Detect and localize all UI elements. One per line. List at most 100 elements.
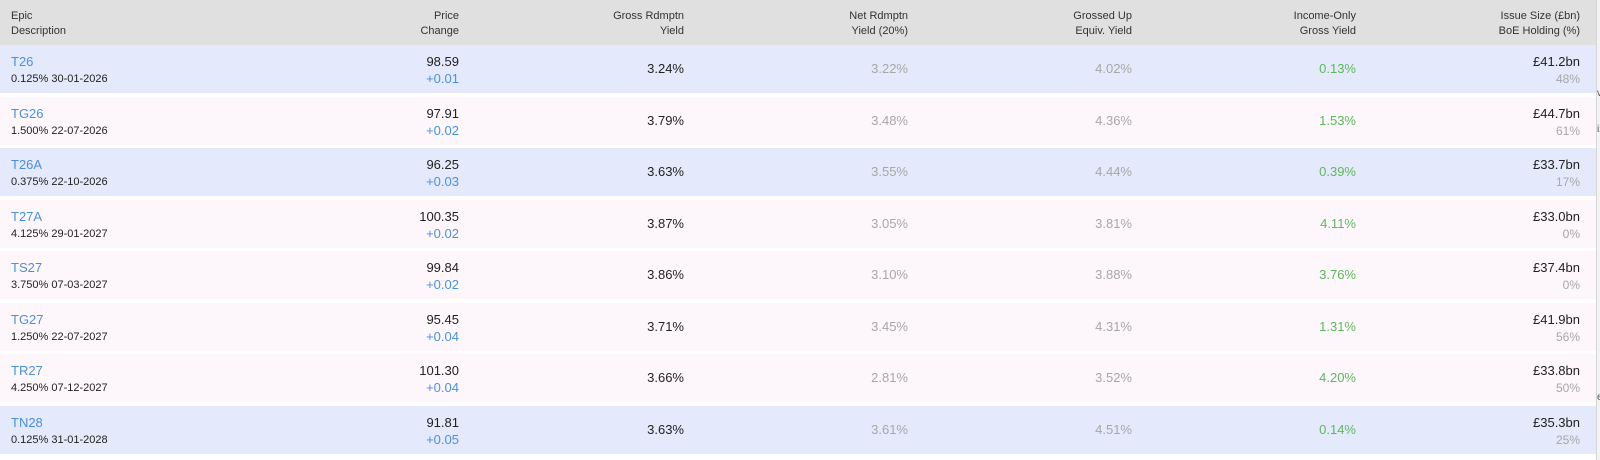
boe-holding-value: 56%	[1555, 329, 1580, 344]
header-epic-description[interactable]: Epic Description	[11, 9, 66, 39]
income-only-yield-value: 4.11%	[1320, 215, 1356, 231]
epic-link[interactable]: T27A	[11, 208, 43, 224]
header-epic-label: Epic	[11, 10, 33, 22]
table-row[interactable]: T27A 4.125% 29-01-2027 100.35 +0.02 3.87% 3.0…	[0, 199, 1596, 248]
header-gross-redemption-yield[interactable]: Gross Rdmptn Yield	[564, 9, 684, 39]
boe-holding-value: 0%	[1562, 226, 1580, 241]
epic-link[interactable]: TG27	[11, 311, 44, 327]
edge-glyph-1: v	[1597, 88, 1600, 99]
table-row[interactable]: T26A 0.375% 22-10-2026 96.25 +0.03 3.63% 3.55…	[0, 148, 1596, 196]
price-change-value: +0.02	[426, 122, 459, 138]
issue-size-value: £33.8bn	[1533, 363, 1580, 378]
header-issue-size-label: Issue Size (£bn)	[1500, 10, 1580, 22]
table-row[interactable]: TG26 1.500% 22-07-2026 97.91 +0.02 3.79% 3.48…	[0, 96, 1596, 145]
header-gross-yield-label: Yield	[659, 25, 684, 37]
gross-redemption-yield-value: 3.66%	[647, 370, 684, 385]
epic-link[interactable]: T26	[11, 54, 34, 69]
price-value: 98.59	[426, 54, 459, 69]
issue-size-value: £44.7bn	[1533, 105, 1580, 121]
income-only-yield-value: 0.14%	[1319, 421, 1356, 437]
price-value: 97.91	[426, 105, 459, 121]
header-price-label: Price	[433, 10, 459, 22]
table-row[interactable]: TG27 1.250% 22-07-2027 95.45 +0.04 3.71% 3.45…	[0, 302, 1596, 351]
net-redemption-yield-value: 3.10%	[871, 267, 908, 282]
net-redemption-yield-value: 3.05%	[871, 215, 908, 231]
income-only-yield-value: 0.13%	[1319, 61, 1356, 76]
epic-link[interactable]: TR27	[11, 363, 43, 378]
gross-redemption-yield-value: 3.63%	[647, 164, 684, 179]
header-grossed-yield-label: Equiv. Yield	[1075, 25, 1132, 37]
price-change-value: +0.01	[426, 71, 459, 86]
boe-holding-value: 25%	[1555, 432, 1580, 447]
header-gross-label: Gross Rdmptn	[613, 10, 684, 22]
income-only-yield-value: 1.31%	[1319, 318, 1356, 334]
header-grossed-up-yield[interactable]: Grossed Up Equiv. Yield	[1012, 9, 1132, 39]
table-row[interactable]: TS27 3.750% 07-03-2027 99.84 +0.02 3.86% 3.10…	[0, 251, 1596, 299]
grossed-up-yield-value: 4.02%	[1095, 61, 1132, 76]
price-change-value: +0.03	[426, 174, 459, 189]
grossed-up-yield-value: 4.44%	[1095, 164, 1132, 179]
bond-description: 0.375% 22-10-2026	[11, 176, 108, 188]
header-net-redemption-yield[interactable]: Net Rdmptn Yield (20%)	[788, 9, 908, 39]
header-income-only-yield[interactable]: Income-Only Gross Yield	[1236, 9, 1356, 39]
price-value: 95.45	[426, 311, 459, 327]
price-change-value: +0.04	[426, 328, 459, 344]
boe-holding-value: 61%	[1555, 123, 1580, 138]
issue-size-value: £33.7bn	[1533, 157, 1580, 172]
grossed-up-yield-value: 4.31%	[1095, 318, 1132, 334]
income-only-yield-value: 4.20%	[1319, 370, 1356, 385]
price-value: 100.35	[419, 208, 459, 224]
epic-link[interactable]: TG26	[11, 105, 44, 121]
issue-size-value: £37.4bn	[1533, 260, 1580, 275]
issue-size-value: £33.0bn	[1533, 208, 1580, 224]
boe-holding-value: 48%	[1555, 72, 1580, 86]
table-header: Epic Description Price Change Gross Rdmp…	[0, 0, 1596, 45]
gross-redemption-yield-value: 3.71%	[647, 318, 684, 334]
bond-description: 3.750% 07-03-2027	[11, 279, 108, 291]
income-only-yield-value: 3.76%	[1319, 267, 1356, 282]
epic-link[interactable]: TN28	[11, 414, 43, 430]
price-value: 96.25	[426, 157, 459, 172]
gross-redemption-yield-value: 3.24%	[647, 61, 684, 76]
table-row[interactable]: T26 0.125% 30-01-2026 98.59 +0.01 3.24% 3.22%…	[0, 45, 1596, 93]
header-net-yield-label: Yield (20%)	[851, 25, 908, 37]
issue-size-value: £41.9bn	[1533, 311, 1580, 327]
gross-redemption-yield-value: 3.87%	[647, 215, 684, 231]
issue-size-value: £41.2bn	[1533, 54, 1580, 69]
header-boe-holding-label: BoE Holding (%)	[1498, 25, 1580, 37]
price-value: 91.81	[426, 414, 459, 430]
epic-link[interactable]: TS27	[11, 260, 43, 275]
gross-redemption-yield-value: 3.86%	[647, 267, 684, 282]
bond-description: 4.125% 29-01-2027	[11, 227, 108, 240]
header-net-label: Net Rdmptn	[849, 10, 908, 22]
scrollbar-edge[interactable]	[1596, 0, 1600, 460]
gross-redemption-yield-value: 3.79%	[647, 112, 684, 128]
boe-holding-value: 50%	[1555, 381, 1580, 395]
header-grossed-label: Grossed Up	[1073, 10, 1132, 22]
table-row[interactable]: TN28 0.125% 31-01-2028 91.81 +0.05 3.63% 3.61…	[0, 405, 1596, 454]
grossed-up-yield-value: 3.52%	[1095, 370, 1132, 385]
income-only-yield-value: 1.53%	[1319, 112, 1356, 128]
bond-description: 4.250% 07-12-2027	[11, 382, 108, 394]
edge-glyph-2: iz	[1597, 124, 1600, 135]
grossed-up-yield-value: 4.36%	[1095, 112, 1132, 128]
price-change-value: +0.04	[426, 380, 459, 395]
bond-description: 0.125% 30-01-2026	[11, 73, 108, 85]
net-redemption-yield-value: 3.61%	[871, 421, 908, 437]
epic-link[interactable]: T26A	[11, 157, 43, 172]
net-redemption-yield-value: 2.81%	[871, 370, 908, 385]
grossed-up-yield-value: 3.88%	[1095, 267, 1132, 282]
price-value: 101.30	[419, 363, 459, 378]
header-change-label: Change	[420, 25, 459, 37]
price-change-value: +0.02	[426, 225, 459, 241]
boe-holding-value: 17%	[1555, 175, 1580, 189]
header-income-label: Income-Only	[1293, 10, 1356, 22]
net-redemption-yield-value: 3.48%	[871, 112, 908, 128]
issue-size-value: £35.3bn	[1533, 414, 1580, 430]
price-change-value: +0.05	[426, 431, 459, 447]
table-row[interactable]: TR27 4.250% 07-12-2027 101.30 +0.04 3.66% 2.8…	[0, 354, 1596, 402]
grossed-up-yield-value: 4.51%	[1095, 421, 1132, 437]
header-price-change[interactable]: Price Change	[359, 9, 459, 39]
header-issue-size-boe[interactable]: Issue Size (£bn) BoE Holding (%)	[1460, 9, 1580, 39]
price-value: 99.84	[426, 260, 459, 275]
